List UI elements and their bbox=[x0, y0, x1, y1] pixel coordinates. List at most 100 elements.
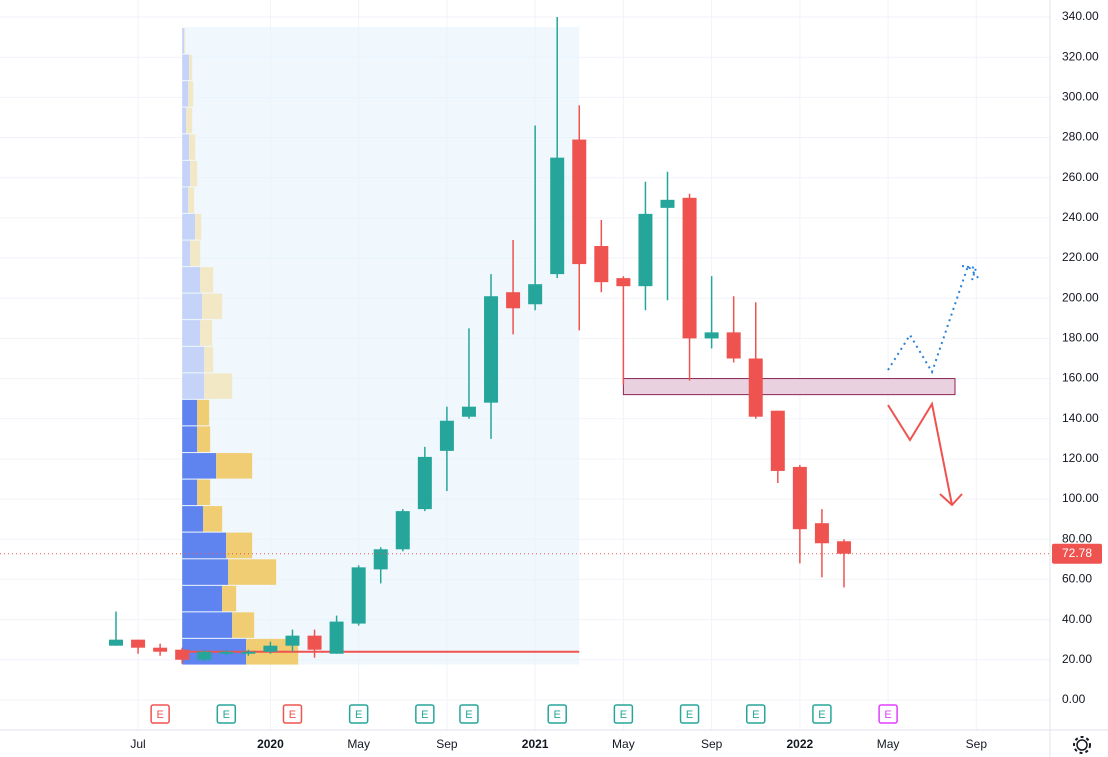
earnings-marker[interactable]: E bbox=[150, 704, 170, 724]
profile-down-bar bbox=[197, 426, 211, 453]
earnings-label[interactable]: E bbox=[156, 709, 163, 721]
x-tick-label: May bbox=[877, 737, 900, 751]
earnings-marker[interactable]: E bbox=[459, 704, 479, 724]
earnings-label[interactable]: E bbox=[752, 709, 759, 721]
earnings-badge[interactable] bbox=[679, 704, 700, 724]
earnings-badge[interactable] bbox=[878, 704, 898, 724]
x-tick-label: 2022 bbox=[787, 737, 814, 751]
profile-up-bar bbox=[182, 54, 190, 81]
candle-body bbox=[175, 649, 190, 660]
profile-up-bar bbox=[182, 506, 204, 532]
candle-body bbox=[461, 406, 476, 417]
earnings-badge[interactable] bbox=[415, 704, 435, 724]
candle-body bbox=[726, 332, 741, 359]
plot-layer bbox=[109, 17, 956, 665]
profile-up-bar bbox=[182, 213, 196, 240]
profile-up-bar bbox=[182, 399, 198, 426]
candle-body bbox=[329, 621, 344, 654]
profile-up-bar bbox=[182, 585, 223, 612]
profile-up-bar bbox=[182, 373, 205, 399]
x-tick-label: 2021 bbox=[522, 737, 549, 751]
earnings-label[interactable]: E bbox=[686, 709, 693, 721]
profile-down-bar bbox=[186, 107, 193, 134]
earnings-marker[interactable]: E bbox=[878, 704, 898, 724]
y-tick-label: 100.00 bbox=[1062, 491, 1099, 505]
earnings-marker[interactable]: E bbox=[348, 704, 369, 724]
earnings-marker[interactable]: E bbox=[812, 704, 832, 724]
candle-body bbox=[704, 332, 719, 339]
earnings-marker[interactable]: E bbox=[282, 704, 303, 724]
profile-down-bar bbox=[189, 54, 193, 81]
profile-down-bar bbox=[190, 160, 198, 187]
profile-down-bar bbox=[203, 506, 223, 532]
x-tick-label: Sep bbox=[701, 737, 723, 751]
earnings-label[interactable]: E bbox=[554, 709, 561, 721]
candle-body bbox=[594, 246, 609, 283]
earnings-marker[interactable]: E bbox=[415, 704, 435, 724]
last-price-tag bbox=[1052, 543, 1102, 564]
candle-body bbox=[638, 213, 653, 287]
candle-body bbox=[351, 567, 366, 624]
candle-body bbox=[836, 541, 851, 554]
earnings-marker[interactable]: E bbox=[613, 704, 634, 724]
earnings-badge[interactable] bbox=[282, 704, 303, 724]
candle-body bbox=[528, 284, 543, 305]
earnings-label[interactable]: E bbox=[289, 709, 296, 721]
profile-down-bar bbox=[222, 585, 237, 612]
profile-up-bar bbox=[182, 426, 198, 453]
earnings-label[interactable]: E bbox=[884, 709, 891, 721]
profile-down-bar bbox=[197, 399, 210, 426]
x-tick-label: May bbox=[612, 737, 635, 751]
profile-down-bar bbox=[190, 240, 201, 267]
profile-up-bar bbox=[182, 320, 201, 346]
candle-body bbox=[263, 645, 278, 652]
earnings-marker[interactable]: E bbox=[745, 704, 766, 724]
earnings-label[interactable]: E bbox=[223, 709, 230, 721]
y-tick-label: 280.00 bbox=[1062, 130, 1099, 144]
profile-down-bar bbox=[200, 320, 213, 346]
earnings-badge[interactable] bbox=[150, 704, 170, 724]
earnings-badge[interactable] bbox=[613, 704, 634, 724]
profile-up-bar bbox=[182, 346, 205, 373]
profile-down-bar bbox=[188, 187, 195, 213]
settings-button[interactable] bbox=[1073, 736, 1091, 754]
profile-down-bar bbox=[216, 453, 253, 479]
earnings-badge[interactable] bbox=[459, 704, 479, 724]
x-tick-label: 2020 bbox=[257, 737, 284, 751]
profile-down-bar bbox=[204, 346, 214, 373]
earnings-label[interactable]: E bbox=[818, 709, 825, 721]
candle-body bbox=[131, 639, 146, 648]
profile-up-bar bbox=[182, 107, 187, 134]
earnings-badge[interactable] bbox=[348, 704, 369, 724]
earnings-label[interactable]: E bbox=[465, 709, 472, 721]
earnings-badge[interactable] bbox=[745, 704, 766, 724]
profile-up-bar bbox=[182, 479, 198, 506]
candle-body bbox=[682, 197, 697, 339]
earnings-marker[interactable]: E bbox=[679, 704, 700, 724]
earnings-badge[interactable] bbox=[812, 704, 832, 724]
y-tick-label: 200.00 bbox=[1062, 290, 1099, 304]
y-tick-label: 300.00 bbox=[1062, 90, 1099, 104]
earnings-badge[interactable] bbox=[216, 704, 237, 724]
earnings-marker[interactable]: E bbox=[216, 704, 237, 724]
earnings-marker[interactable]: E bbox=[547, 704, 567, 724]
profile-up-bar bbox=[182, 81, 189, 107]
profile-down-bar bbox=[197, 479, 211, 506]
earnings-label[interactable]: E bbox=[620, 709, 627, 721]
earnings-label[interactable]: E bbox=[355, 709, 362, 721]
candle-body bbox=[484, 296, 499, 403]
projection-down-head bbox=[939, 493, 963, 507]
candle-body bbox=[572, 139, 587, 265]
candle-body bbox=[550, 157, 565, 275]
profile-down-bar bbox=[228, 559, 277, 585]
y-tick-label: 320.00 bbox=[1062, 49, 1099, 63]
y-tick-label: 220.00 bbox=[1062, 250, 1099, 264]
settings-icon-teeth[interactable] bbox=[1073, 736, 1091, 754]
y-tick-label: 260.00 bbox=[1062, 170, 1099, 184]
y-tick-label: 160.00 bbox=[1062, 371, 1099, 385]
earnings-badge[interactable] bbox=[547, 704, 567, 724]
earnings-label[interactable]: E bbox=[421, 709, 428, 721]
settings-icon[interactable] bbox=[1076, 739, 1088, 751]
candle-body bbox=[373, 549, 388, 570]
y-tick-label: 40.00 bbox=[1062, 612, 1092, 626]
